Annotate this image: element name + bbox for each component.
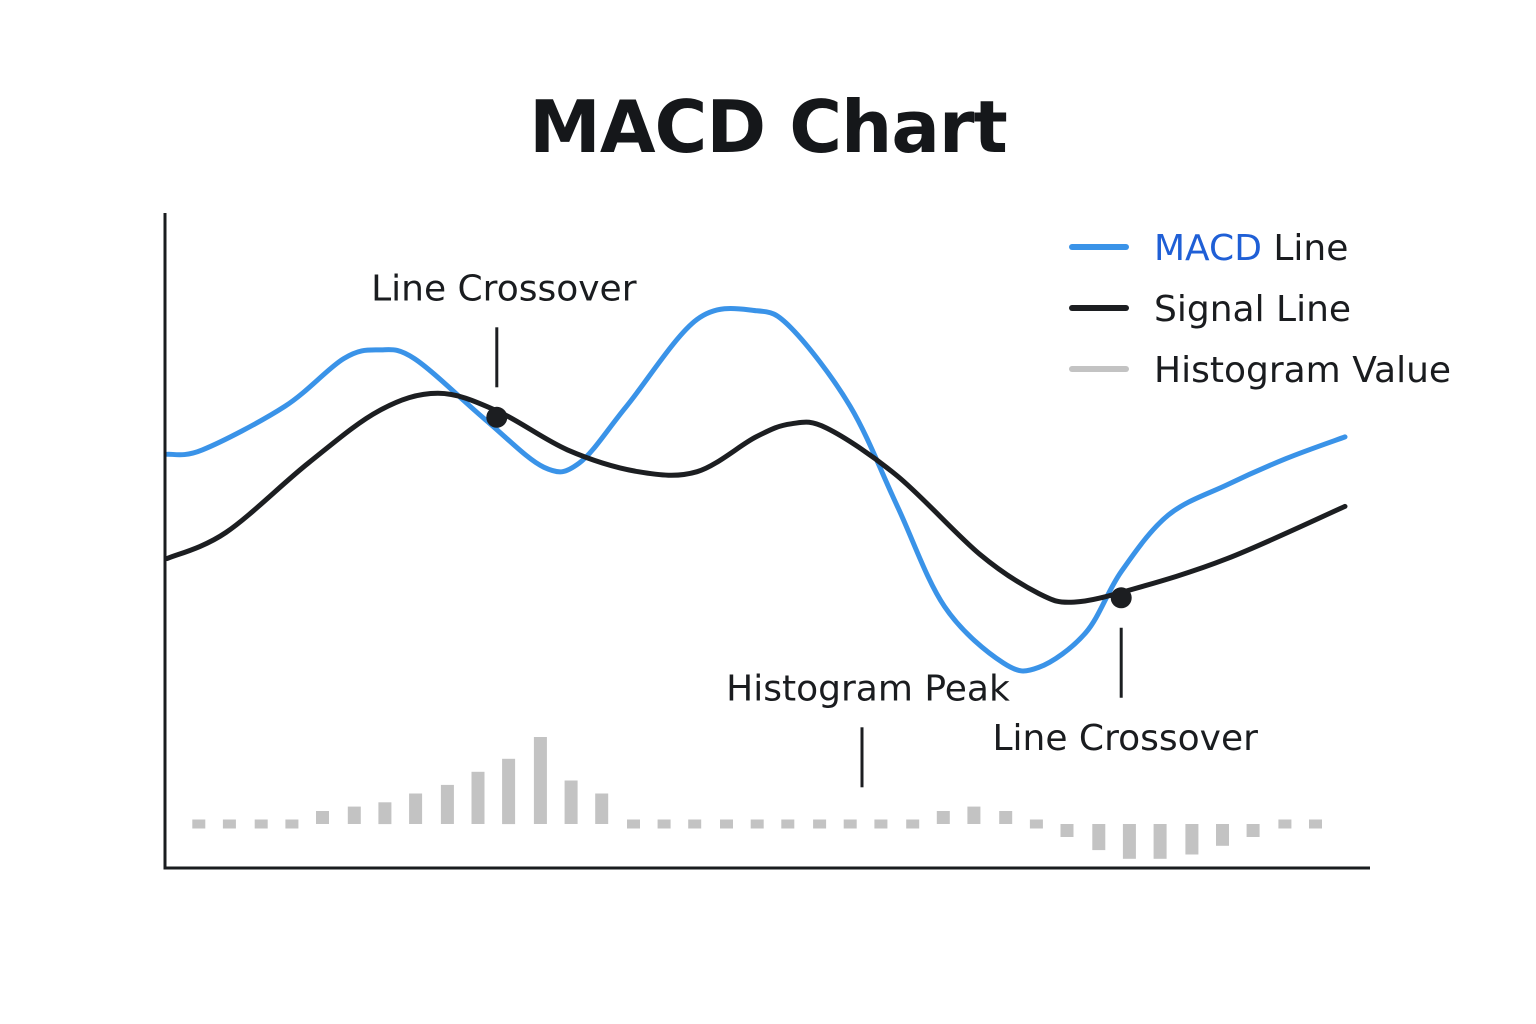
histogram-bar	[471, 771, 485, 824]
histogram-bar	[595, 793, 609, 824]
histogram-bar	[440, 784, 454, 824]
histogram-bar	[781, 819, 795, 829]
histogram-bar	[409, 793, 423, 824]
macd-line	[164, 305, 1348, 674]
legend-label: MACD Line	[1154, 228, 1348, 269]
legend-label: Signal Line	[1154, 289, 1351, 330]
chart-title: MACD Chart	[529, 85, 1008, 169]
histogram-bar	[378, 802, 392, 825]
histogram-bar	[285, 819, 299, 829]
histogram-bar	[1216, 824, 1229, 846]
histogram-bar	[564, 780, 578, 824]
histogram-bar	[254, 819, 268, 829]
histogram-bar	[1029, 819, 1043, 829]
legend-label-highlight: MACD	[1154, 228, 1262, 269]
histogram-bar	[502, 758, 516, 825]
annotation-label: Line Crossover	[992, 718, 1258, 759]
series-lines	[164, 305, 1348, 674]
annotation-label: Histogram Peak	[726, 668, 1010, 709]
legend-label: Histogram Value	[1154, 350, 1451, 391]
histogram-bar	[1060, 824, 1074, 837]
histogram-bar	[1309, 819, 1322, 829]
crossover-marker	[1110, 587, 1132, 609]
annotations: Line Crossover Histogram Peak Line Crossov…	[371, 268, 1258, 788]
histogram-bar	[222, 819, 236, 829]
annotation-label: Line Crossover	[371, 268, 637, 309]
legend: MACD Line Signal Line Histogram Value	[1069, 228, 1451, 391]
histogram-bar	[657, 819, 671, 829]
histogram-bar	[843, 819, 857, 829]
histogram-bar	[1153, 824, 1167, 859]
histogram-bar	[627, 819, 640, 829]
histogram-bar	[999, 811, 1013, 824]
histogram-bar	[967, 806, 981, 824]
histogram-bar	[1185, 824, 1199, 855]
crossover-marker	[486, 406, 508, 428]
histogram-bar	[874, 819, 888, 829]
histogram-bar	[936, 811, 950, 824]
histogram-bar	[813, 819, 827, 829]
histogram-bar	[688, 819, 702, 829]
histogram-bar	[533, 737, 547, 824]
histogram-bar	[1122, 824, 1136, 859]
histogram-bars	[192, 737, 1322, 859]
histogram-bar	[720, 819, 733, 829]
crossover-markers	[486, 406, 1132, 609]
histogram-bar	[347, 806, 361, 824]
histogram-bar	[906, 819, 920, 829]
histogram-bar	[1092, 824, 1106, 851]
histogram-bar	[316, 811, 329, 824]
histogram-bar	[1278, 819, 1292, 829]
histogram-bar	[192, 819, 206, 829]
histogram-bar	[750, 819, 764, 829]
histogram-bar	[1246, 824, 1260, 837]
legend-label-rest: Line	[1262, 228, 1348, 269]
axes	[163, 213, 1370, 870]
signal-line	[164, 390, 1348, 605]
